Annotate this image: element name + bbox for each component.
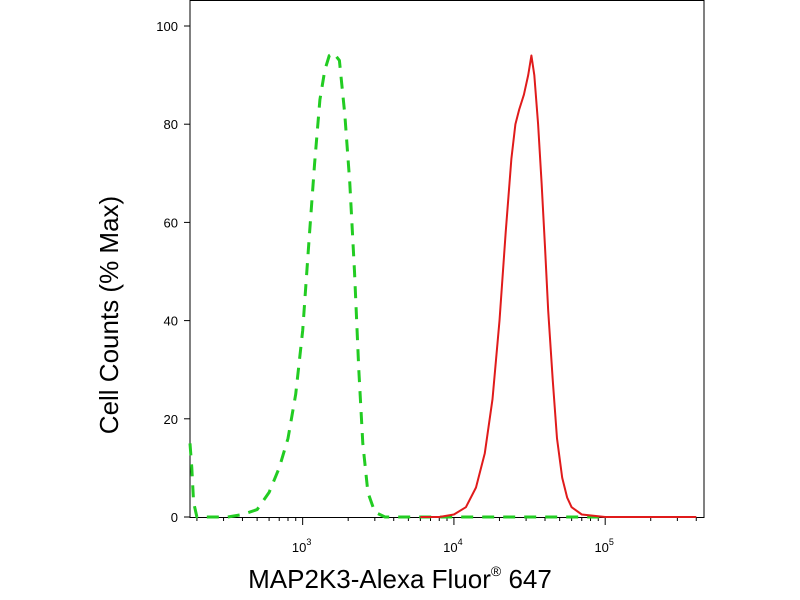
x-tick-label: 105: [594, 537, 613, 555]
map2k3-histogram-line: [420, 54, 697, 518]
x-tick-label: 103: [292, 537, 311, 555]
x-axis-label: MAP2K3-Alexa Fluor® 647: [0, 563, 800, 595]
data-series: [188, 51, 697, 519]
y-tick-label: 0: [171, 510, 178, 525]
y-tick-label: 80: [164, 117, 178, 132]
flow-histogram-chart: 0 20 40 60 80 100 103 104 105 Cell Counts (% Max…: [94, 0, 705, 555]
y-tick-label: 20: [164, 412, 178, 427]
plot-frame: [189, 0, 705, 518]
y-axis-label: Cell Counts (% Max): [94, 196, 124, 434]
x-axis-label-suffix: 647: [501, 564, 552, 594]
control-histogram-line: [188, 51, 606, 519]
y-tick-label: 60: [164, 215, 178, 230]
x-tick-label: 104: [443, 537, 462, 555]
y-tick-label: 100: [156, 19, 178, 34]
axis-ticks: 0 20 40 60 80 100 103 104 105: [156, 19, 697, 555]
x-axis-label-text: MAP2K3-Alexa Fluor: [248, 564, 491, 594]
registered-mark: ®: [490, 563, 502, 579]
y-tick-label: 40: [164, 314, 178, 329]
